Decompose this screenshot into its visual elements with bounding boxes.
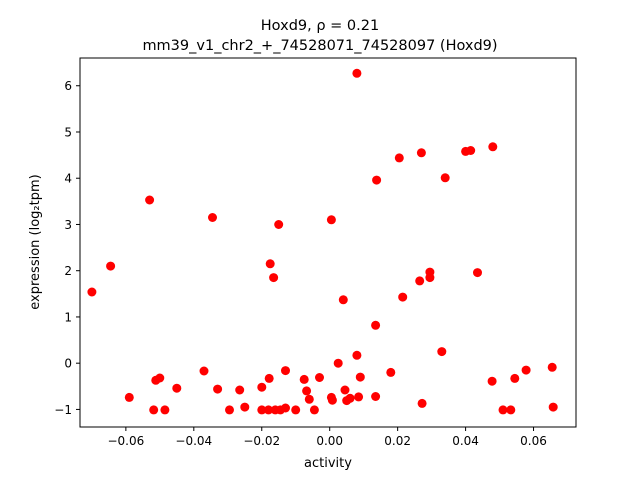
data-point-65 [510,373,520,383]
data-point-11 [208,213,217,222]
data-point-55 [425,267,435,277]
data-point-17 [257,405,267,415]
x-tick-label: 0.06 [520,434,547,448]
data-point-59 [466,146,476,155]
data-point-20 [265,259,275,269]
data-point-68 [548,402,558,412]
data-point-51 [415,276,425,286]
data-point-62 [488,142,498,152]
y-tick-label: 1 [64,310,72,324]
x-axis-label: activity [304,456,352,471]
data-point-48 [386,367,396,377]
y-tick-label: 4 [64,172,72,186]
x-tick-label: −0.04 [175,434,212,448]
data-point-57 [440,173,450,183]
data-point-5 [149,405,159,415]
data-point-18 [264,405,273,415]
data-point-64 [506,405,516,415]
data-point-50 [398,292,408,302]
data-point-63 [498,405,508,415]
plot-area-frame [79,57,577,428]
data-point-67 [547,362,557,372]
x-axis: −0.06 −0.04 −0.02 0.00 0.02 0.04 0.06 [107,427,547,448]
data-point-42 [352,68,362,78]
x-tick-label: 0.04 [452,434,479,448]
data-point-10 [199,366,209,376]
data-point-16 [257,382,267,392]
data-point-21 [269,273,279,283]
data-point-41 [352,350,362,360]
y-axis-label: expression (log₂tpm) [28,174,43,309]
data-point-60 [473,268,482,278]
data-point-56 [437,347,447,357]
y-axis: −1 0 1 2 3 4 5 6 [54,79,80,417]
data-point-47 [372,175,382,185]
points-layer [87,68,558,415]
chart-title-line-1: Hoxd9, ρ = 0.21 [261,18,379,34]
chart-title-line-2: mm39_v1_chr2_+_74528071_74528097 (Hoxd9) [142,38,497,54]
data-point-44 [355,372,365,382]
y-tick-label: 0 [64,357,72,371]
data-point-12 [213,384,223,394]
data-point-34 [326,215,336,225]
data-point-19 [264,373,274,383]
data-point-31 [309,405,319,415]
data-point-61 [487,376,497,386]
data-point-29 [302,386,312,396]
data-point-13 [225,405,234,415]
data-point-30 [304,394,314,404]
data-point-26 [281,403,290,413]
y-tick-label: 2 [64,264,72,278]
x-tick-label: 0.02 [384,434,411,448]
data-point-25 [281,366,290,376]
data-point-46 [371,392,381,401]
data-point-23 [274,220,284,229]
y-tick-label: 3 [64,218,72,232]
y-tick-label: 6 [64,79,72,93]
data-point-38 [340,385,350,395]
data-point-53 [417,398,427,408]
data-point-1 [87,287,97,297]
data-point-43 [354,392,364,402]
data-point-37 [338,295,348,305]
data-point-4 [145,195,155,205]
x-tick-label: 0.00 [316,434,343,448]
data-point-35 [327,395,337,405]
y-tick-label: 5 [64,125,72,139]
x-tick-label: −0.02 [243,434,280,448]
data-point-52 [416,148,426,158]
y-tick-label: −1 [54,403,72,417]
data-point-32 [315,373,324,382]
data-point-27 [291,405,301,415]
data-point-40 [345,393,355,403]
data-point-2 [106,261,116,271]
data-point-7 [155,373,165,383]
data-point-15 [240,402,250,412]
data-point-66 [521,365,531,375]
data-point-8 [160,405,170,415]
x-tick-label: −0.06 [107,434,144,448]
data-point-3 [124,392,134,402]
data-point-14 [235,385,245,395]
data-point-49 [394,153,404,163]
data-point-45 [371,320,381,330]
data-point-36 [333,358,343,368]
data-point-28 [299,374,309,384]
data-point-9 [172,383,182,393]
